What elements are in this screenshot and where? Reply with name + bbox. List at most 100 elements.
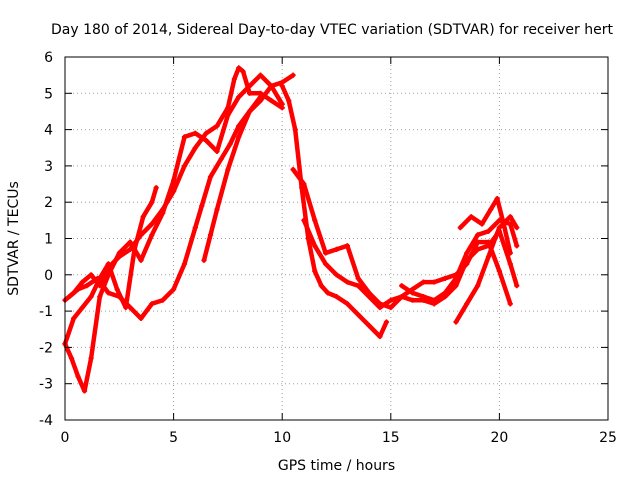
data-point (199, 203, 205, 209)
data-point (292, 127, 298, 133)
data-point (494, 195, 500, 202)
data-point (127, 246, 133, 252)
data-point (207, 174, 214, 180)
data-point (468, 214, 474, 220)
series-arc-5 (201, 94, 264, 263)
y-axis-label: SDTVAR / TECUs (6, 181, 22, 296)
data-point (160, 210, 166, 216)
data-point (225, 105, 231, 111)
data-point (201, 257, 207, 263)
data-point (485, 228, 492, 234)
data-point (79, 279, 85, 285)
data-point (171, 177, 177, 184)
data-point (496, 225, 502, 231)
data-point (218, 156, 224, 162)
data-point (138, 257, 144, 263)
data-point (75, 286, 81, 292)
data-point (388, 297, 394, 303)
data-point (420, 279, 426, 285)
data-point (68, 355, 75, 361)
data-point (507, 214, 513, 220)
data-point (514, 225, 520, 231)
data-point (485, 254, 492, 260)
data-point (409, 290, 416, 296)
data-point (409, 297, 416, 303)
data-point (475, 283, 481, 289)
grid (65, 57, 608, 420)
series-line (453, 214, 520, 325)
data-point (377, 304, 383, 311)
data-point (160, 297, 166, 303)
data-point (192, 225, 198, 231)
data-point (290, 72, 296, 78)
data-point (333, 246, 340, 252)
data-point (88, 272, 94, 278)
data-point (105, 290, 112, 296)
data-point (344, 301, 350, 307)
data-point (399, 283, 405, 289)
data-point (431, 297, 437, 303)
data-point (79, 304, 85, 311)
data-point (325, 290, 331, 296)
x-tick-label: 0 (61, 430, 70, 446)
data-point (355, 312, 361, 318)
x-tick-label: 25 (599, 430, 617, 446)
data-point (131, 246, 138, 252)
data-point (214, 123, 220, 129)
data-point (181, 163, 188, 169)
data-point (225, 112, 231, 118)
data-point (181, 134, 188, 140)
data-point (464, 250, 470, 256)
data-point (318, 283, 324, 289)
data-point (81, 388, 88, 394)
data-point (149, 221, 155, 227)
data-point (312, 217, 318, 223)
data-point (75, 373, 81, 380)
data-point (192, 130, 198, 136)
data-point (149, 199, 155, 205)
data-point (127, 304, 133, 311)
data-point (214, 206, 220, 213)
data-point (236, 94, 242, 100)
data-point (140, 214, 146, 220)
data-point (479, 221, 485, 227)
y-tick-label: -4 (39, 413, 53, 429)
data-point (247, 90, 253, 96)
data-point (388, 304, 394, 311)
y-tick-label: -3 (39, 377, 53, 393)
y-tick-label: -1 (39, 304, 53, 320)
data-point (464, 301, 470, 307)
data-point (97, 293, 103, 300)
data-point (442, 290, 448, 296)
data-point (453, 319, 459, 325)
data-point (475, 232, 481, 238)
data-point (66, 293, 72, 300)
data-point (84, 283, 90, 289)
data-point (333, 293, 340, 300)
x-tick-label: 5 (169, 430, 178, 446)
data-point (344, 243, 350, 249)
data-point (431, 279, 437, 285)
x-tick-label: 10 (273, 430, 291, 446)
data-point (181, 261, 188, 267)
series-line (62, 185, 159, 347)
data-point (496, 268, 502, 274)
data-point (138, 315, 144, 321)
data-point (279, 83, 285, 89)
data-point (323, 261, 329, 267)
data-point (149, 232, 155, 238)
data-point (501, 221, 507, 227)
series-line (62, 72, 296, 394)
data-point (344, 279, 350, 285)
data-point (377, 333, 383, 340)
data-point (301, 217, 307, 223)
data-point (507, 301, 513, 307)
data-point (71, 315, 77, 321)
x-tick-label: 15 (382, 430, 400, 446)
data-point (514, 243, 520, 249)
data-point (203, 130, 209, 136)
data-point (290, 166, 296, 173)
data-point (88, 293, 94, 300)
